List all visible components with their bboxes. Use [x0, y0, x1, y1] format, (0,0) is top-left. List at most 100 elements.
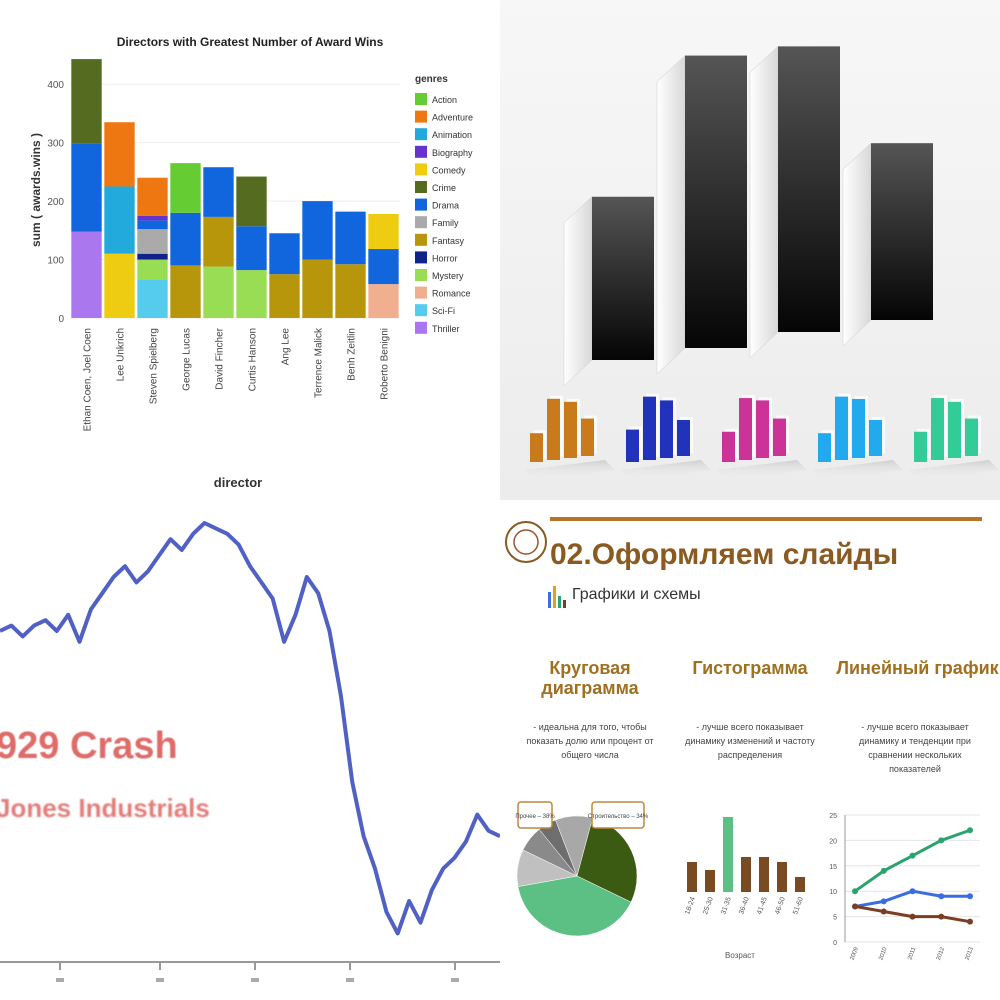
legend-swatch [415, 93, 427, 105]
bar-segment [368, 284, 398, 318]
x-tick-label: Lee Unkrich [116, 328, 127, 381]
small-bar [722, 432, 735, 462]
legend-swatch [415, 251, 427, 263]
pie-description: - идеальна для того, чтобы показать долю… [520, 720, 660, 762]
legend-swatch [415, 304, 427, 316]
chart-bars-icon [548, 586, 566, 608]
line-point [910, 914, 916, 920]
histogram-tick-label: 36-40 [738, 896, 751, 915]
legend-label: Adventure [432, 113, 473, 123]
bar-side [564, 197, 592, 386]
chart-title: Directors with Greatest Number of Award … [117, 35, 384, 49]
pie-callout-label: Прочее – 38% [515, 814, 555, 820]
line-point [881, 868, 887, 874]
legend-label: Action [432, 95, 457, 105]
legend-label: Horror [432, 253, 458, 263]
title-underline [550, 517, 982, 521]
line-y-tick: 0 [833, 940, 837, 947]
legend-swatch [415, 234, 427, 246]
bar-segment [335, 264, 365, 318]
x-tick-label: Terrence Malick [314, 327, 325, 398]
bar-segment [71, 59, 101, 144]
bar-front [592, 197, 654, 360]
bar-segment [302, 201, 332, 259]
3d-bars-panel [500, 0, 1000, 500]
legend-swatch [415, 269, 427, 281]
bar-segment [71, 144, 101, 232]
line-y-tick: 20 [829, 838, 837, 845]
line-point [881, 898, 887, 904]
small-chart-floor [525, 460, 615, 480]
slide-panel: Прочее – 38% Строительство – 34% 18-24 25-… [500, 500, 1000, 1000]
histogram-description: - лучше всего показывает динамику измене… [680, 720, 820, 762]
bar-segment [236, 270, 266, 318]
line-x-tick: 2009 [850, 946, 860, 961]
histogram-tick-label: 46-50 [774, 896, 787, 915]
legend-swatch [415, 111, 427, 123]
x-tick-label: George Lucas [182, 328, 193, 391]
legend-label: Thriller [432, 324, 460, 334]
crash-chart-panel: 929 Crash Jones Industrials [0, 500, 500, 1000]
legend-swatch [415, 322, 427, 334]
line-x-tick: 2013 [965, 946, 975, 961]
bar-segment [71, 232, 101, 318]
line-point [910, 888, 916, 894]
bar-segment [137, 229, 167, 254]
small-bar [818, 433, 831, 462]
legend: Action Adventure Animation Biography Comedy C… [415, 93, 473, 334]
legend-swatch [415, 199, 427, 211]
x-tick-label-blur [56, 978, 64, 982]
small-bar [677, 420, 690, 456]
3d-bar-illustration [500, 0, 1000, 500]
small-bar [852, 399, 865, 458]
bar-segment [104, 254, 134, 318]
line-x-tick: 2010 [878, 946, 888, 961]
bar-segment [236, 177, 266, 227]
histogram-bar [741, 857, 751, 892]
bar-segment [137, 280, 167, 318]
bar-side [750, 46, 778, 358]
bar-segment [203, 267, 233, 318]
line-point [938, 837, 944, 843]
histogram-bar [777, 862, 787, 892]
slide-title: 02.Оформляем слайды [550, 538, 898, 572]
y-tick-label: 300 [47, 139, 64, 150]
line-series [855, 830, 970, 891]
small-bar [530, 433, 543, 462]
histogram-tick-label: 31-35 [720, 896, 733, 915]
small-bar [869, 420, 882, 456]
legend-label: Mystery [432, 271, 464, 281]
y-tick-label: 100 [47, 256, 64, 267]
histogram-bar [705, 870, 715, 892]
bar-segment [137, 216, 167, 221]
x-tick-label: Curtis Hanson [248, 328, 259, 391]
line-point [852, 903, 858, 909]
pie-chart: Прочее – 38% Строительство – 34% [515, 802, 649, 936]
histogram: 18-24 25-30 31-35 36-40 41-45 46-50 51-60 Возра… [684, 817, 805, 960]
line-description: - лучше всего показывает динамику и тенд… [845, 720, 985, 776]
x-axis-ticks [56, 962, 459, 982]
small-bar [626, 430, 639, 462]
bar-segment [104, 122, 134, 186]
histogram-tick-label: 41-45 [756, 896, 769, 915]
histogram-tick-label: 25-30 [702, 896, 715, 915]
legend-label: Animation [432, 130, 472, 140]
small-bar [547, 399, 560, 460]
y-axis-label: sum ( awards.wins ) [29, 133, 43, 247]
small-bar [835, 397, 848, 460]
legend-title: genres [415, 74, 448, 85]
x-tick-label: Benh Zeitlin [347, 328, 358, 381]
awards-stacked-bar-chart: Directors with Greatest Number of Award … [0, 0, 500, 500]
small-bar [948, 402, 961, 458]
histogram-bar [759, 857, 769, 892]
legend-swatch [415, 287, 427, 299]
crash-subtitle: Jones Industrials [0, 793, 210, 824]
small-bar [756, 400, 769, 458]
pie-callout-label: Строительство – 34% [588, 814, 649, 820]
legend-label: Comedy [432, 165, 466, 175]
line-heading: Линейный график [835, 658, 1000, 679]
bar-segment [137, 178, 167, 216]
crash-title: 929 Crash [0, 725, 178, 768]
pie-heading: Круговая диаграмма [515, 658, 665, 698]
line-y-tick: 15 [829, 864, 837, 871]
